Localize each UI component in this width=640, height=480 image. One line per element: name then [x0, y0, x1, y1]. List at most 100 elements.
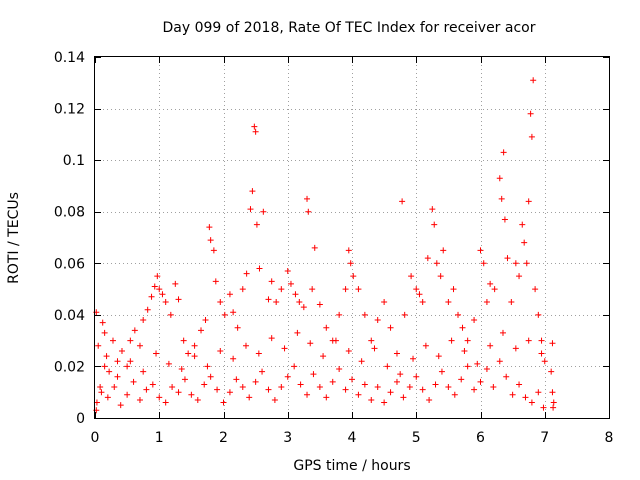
data-point [172, 280, 179, 287]
data-point [265, 296, 272, 303]
data-point [548, 368, 555, 375]
data-point [97, 384, 104, 391]
data-point [499, 329, 506, 336]
data-point [516, 273, 523, 280]
data-point [307, 340, 314, 347]
data-point [532, 286, 539, 293]
data-point [397, 371, 404, 378]
data-point [450, 286, 457, 293]
x-tick-label: 6 [476, 430, 485, 446]
data-point [387, 324, 394, 331]
data-point [181, 376, 188, 383]
data-point [239, 384, 246, 391]
data-point [191, 342, 198, 349]
data-point [538, 337, 545, 344]
data-point [459, 324, 466, 331]
y-tick-label: 0.04 [54, 308, 85, 324]
data-point [516, 381, 523, 388]
x-tick-label: 7 [540, 430, 549, 446]
data-point [381, 298, 388, 305]
data-point [124, 363, 131, 370]
data-point [175, 389, 182, 396]
plot-frame [94, 56, 610, 419]
data-point [169, 384, 176, 391]
data-point [278, 286, 285, 293]
data-point [251, 123, 258, 130]
data-point [535, 311, 542, 318]
data-point [101, 329, 108, 336]
data-point [464, 337, 471, 344]
data-point [310, 371, 317, 378]
data-point [550, 399, 557, 406]
data-point [212, 278, 219, 285]
data-point [393, 378, 400, 385]
data-point [508, 298, 515, 305]
data-point [498, 195, 505, 202]
data-point [530, 77, 537, 84]
data-point [249, 188, 256, 195]
data-point [435, 353, 442, 360]
data-point [474, 360, 481, 367]
data-point [153, 350, 160, 357]
data-point [451, 391, 458, 398]
data-point [99, 319, 106, 326]
data-point [500, 149, 507, 156]
data-point [528, 133, 535, 140]
data-point [206, 224, 213, 231]
data-point [191, 353, 198, 360]
x-tick-label: 0 [91, 430, 100, 446]
data-point [103, 353, 110, 360]
data-point [214, 386, 221, 393]
data-point [540, 404, 547, 411]
data-point [252, 378, 259, 385]
data-point [252, 128, 259, 135]
data-point [230, 355, 237, 362]
data-point [438, 368, 445, 375]
data-point [207, 373, 214, 380]
data-point [114, 373, 121, 380]
data-point [522, 394, 529, 401]
data-point [271, 396, 278, 403]
data-point [413, 286, 420, 293]
data-point [118, 347, 125, 354]
data-point [461, 347, 468, 354]
data-point [413, 373, 420, 380]
data-point [374, 384, 381, 391]
data-point [178, 366, 185, 373]
data-point [109, 337, 116, 344]
data-point [296, 298, 303, 305]
data-point [202, 317, 209, 324]
data-point [490, 384, 497, 391]
data-point [426, 396, 433, 403]
data-point [305, 208, 312, 215]
data-point [268, 278, 275, 285]
data-point [401, 311, 408, 318]
data-point [242, 342, 249, 349]
data-point [432, 381, 439, 388]
data-point [140, 317, 147, 324]
data-point [342, 386, 349, 393]
data-point [431, 221, 438, 228]
data-point [512, 260, 519, 267]
x-tick-label: 8 [605, 430, 614, 446]
data-point [114, 358, 121, 365]
data-point [151, 283, 158, 290]
data-point [480, 260, 487, 267]
data-point [422, 342, 429, 349]
data-point [175, 296, 182, 303]
data-point [408, 273, 415, 280]
data-point [350, 273, 357, 280]
data-point [127, 337, 134, 344]
data-point [445, 298, 452, 305]
data-point [188, 391, 195, 398]
data-point [233, 376, 240, 383]
y-tick-label: 0.02 [54, 359, 85, 375]
data-point [154, 273, 161, 280]
data-point [316, 384, 323, 391]
data-point [294, 329, 301, 336]
data-point [117, 402, 124, 409]
data-point [311, 244, 318, 251]
data-point [281, 345, 288, 352]
data-point [144, 306, 151, 313]
data-point [424, 255, 431, 262]
